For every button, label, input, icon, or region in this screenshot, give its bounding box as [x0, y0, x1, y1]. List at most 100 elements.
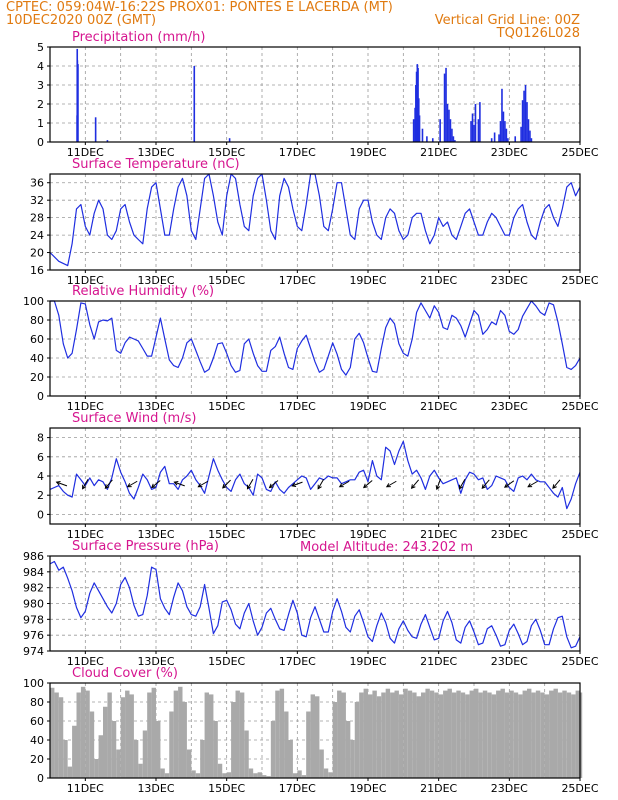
humidity-xtick-label: 23DEC — [491, 400, 528, 413]
wind-arrow — [410, 479, 420, 490]
precipitation-bar — [77, 64, 79, 142]
cloud-cover-ytick-label: 100 — [23, 677, 44, 690]
temperature-xtick-label: 25DEC — [561, 274, 598, 287]
temperature-xtick-label: 17DEC — [279, 274, 316, 287]
temperature-ytick-label: 32 — [30, 194, 44, 207]
pressure-series-line — [49, 560, 581, 649]
precipitation-bar — [445, 67, 447, 142]
precipitation-bar — [451, 128, 453, 142]
cloud-cover-cloud-bar — [125, 690, 130, 778]
precipitation-bar — [446, 104, 449, 142]
wind-arrow-shaft — [527, 480, 538, 488]
cloud-cover-cloud-bar — [116, 749, 121, 778]
wind-arrow-shaft — [82, 478, 89, 490]
cloud-cover-cloud-bar — [284, 711, 289, 778]
wind-arrow — [338, 480, 350, 488]
cloud-cover-cloud-bar — [553, 688, 558, 778]
wind-arrow — [197, 480, 209, 488]
cloud-cover-cloud-bar — [345, 721, 351, 778]
wind-arrow-shaft — [269, 480, 279, 488]
wind-arrow-shaft — [459, 478, 466, 490]
temperature-xtick-label: 13DEC — [137, 274, 174, 287]
humidity-xtick-label: 13DEC — [137, 400, 174, 413]
pressure-ytick-label: 982 — [23, 582, 44, 595]
cloud-cover-cloud-bar — [160, 768, 165, 778]
cloud-cover-cloud-bar — [138, 763, 143, 778]
wind-title: Surface Wind (m/s) — [72, 411, 196, 426]
humidity-xtick-label: 25DEC — [561, 400, 598, 413]
wind-arrow-head — [385, 483, 391, 488]
wind-arrow-head — [435, 485, 441, 491]
cloud-cover-cloud-bar — [103, 706, 108, 778]
wind-series-line — [49, 440, 581, 510]
cloud-cover-xtick-label: 21DEC — [420, 782, 457, 795]
cloud-cover-cloud-bar — [571, 694, 576, 778]
cloud-cover-cloud-bar — [85, 690, 90, 778]
wind-panel: 0 2 4 6 8 11DEC 13DEC 15DEC 17DEC 19DEC 21DEC 23DEC… — [37, 411, 599, 541]
precipitation-bar — [470, 121, 472, 142]
cloud-cover-cloud-bar — [306, 711, 311, 778]
humidity-ytick-label: 80 — [30, 314, 44, 327]
cloud-cover-cloud-bar — [341, 692, 346, 778]
precipitation-bar — [106, 140, 109, 142]
cloud-cover-cloud-bar — [72, 725, 77, 778]
wind-arrow-head — [481, 484, 487, 490]
cloud-cover-cloud-bar — [425, 688, 430, 778]
precipitation-xtick-label: 13DEC — [137, 146, 174, 159]
run-date: 10DEC2020 00Z (GMT) — [6, 13, 156, 28]
precipitation-ytick-label: 4 — [37, 60, 44, 73]
cloud-cover-cloud-bar — [474, 688, 479, 778]
wind-arrow-head — [552, 484, 557, 490]
cloud-cover-cloud-bar — [580, 692, 583, 778]
wind-arrow-shaft — [291, 481, 303, 487]
precipitation-bar — [452, 136, 455, 142]
cloud-cover-cloud-bar — [368, 694, 373, 778]
wind-arrow-shaft — [552, 479, 561, 489]
cloud-cover-frame — [49, 682, 581, 779]
temperature-ytick-label: 16 — [30, 264, 44, 277]
cloud-cover-cloud-bar — [98, 735, 103, 778]
pressure-ytick-label: 980 — [23, 598, 44, 611]
wind-arrow-shaft — [481, 479, 490, 489]
wind-xtick-label: 15DEC — [208, 528, 245, 541]
wind-arrow — [458, 478, 466, 490]
humidity-ytick-label: 40 — [30, 352, 44, 365]
wind-arrow-shaft — [222, 479, 231, 489]
precipitation-xtick-label: 17DEC — [279, 146, 316, 159]
wind-arrow — [317, 478, 325, 490]
cloud-cover-cloud-bar — [562, 690, 567, 778]
cloud-cover-cloud-bar — [253, 773, 258, 778]
precipitation-bar — [502, 111, 505, 142]
cloud-cover-cloud-bar — [257, 772, 262, 778]
cloud-cover-cloud-bar — [186, 749, 192, 778]
humidity-xtick-label: 19DEC — [349, 400, 386, 413]
precipitation-bar — [228, 138, 231, 142]
precipitation-bar — [529, 130, 531, 142]
humidity-ytick-label: 100 — [23, 295, 44, 308]
cloud-cover-cloud-bar — [222, 773, 227, 778]
humidity-ytick-label: 20 — [30, 371, 44, 384]
cloud-cover-cloud-bar — [451, 692, 457, 778]
pressure-panel: 974 976 978 980 982 984 986 11DEC 13DEC 15DEC 17DE… — [23, 539, 599, 668]
pressure-xtick-label: 23DEC — [491, 655, 528, 668]
precipitation-bar — [527, 119, 530, 142]
humidity-xtick-label: 17DEC — [279, 400, 316, 413]
pressure-xtick-label: 17DEC — [279, 655, 316, 668]
temperature-ytick-label: 28 — [30, 212, 44, 225]
cloud-cover-cloud-bar — [169, 711, 174, 778]
temperature-xtick-label: 11DEC — [67, 274, 104, 287]
cloud-cover-cloud-bar — [67, 766, 73, 778]
precipitation-bar — [426, 136, 428, 142]
pressure-xtick-label: 11DEC — [67, 655, 104, 668]
cloud-cover-xtick-label: 13DEC — [137, 782, 174, 795]
cloud-cover-cloud-bar — [376, 696, 382, 778]
panels: 0 1 2 3 4 5 11DEC 13DEC 15DEC 17DEC 19DEC 21DEC 23DE… — [23, 30, 599, 795]
cloud-cover-cloud-bar — [235, 690, 240, 778]
cloud-cover-cloud-bar — [120, 697, 126, 778]
precipitation-bar — [523, 90, 525, 142]
precipitation-bar — [94, 117, 97, 142]
cloud-cover-ytick-label: 60 — [30, 715, 44, 728]
cloud-cover-cloud-bar — [460, 692, 466, 778]
cloud-cover-cloud-bar — [513, 692, 519, 778]
humidity-title: Relative Humidity (%) — [72, 284, 214, 299]
